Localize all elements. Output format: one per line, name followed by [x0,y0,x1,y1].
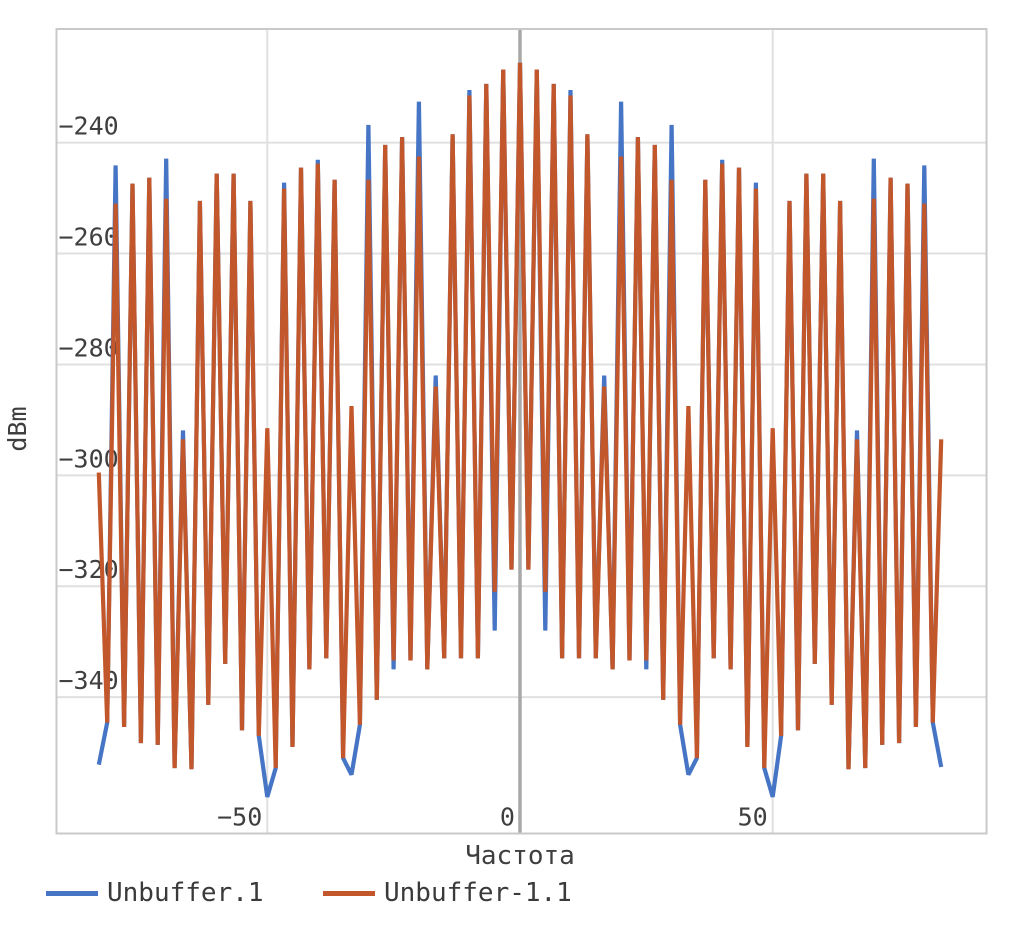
x-axis-title: Частота [465,841,575,871]
legend-swatch-orange-line [323,890,375,896]
legend: Unbuffer.1 Unbuffer-1.1 [0,878,1013,910]
y-tick-label: −260 [59,223,119,252]
x-tick-label: 50 [738,803,768,832]
y-tick-label: −280 [59,333,119,362]
legend-swatch-blue-line [46,890,98,896]
x-tick-label: 0 [500,803,515,832]
legend-item-unbuffer-1: Unbuffer.1 [46,878,264,908]
y-axis-title: dBm [3,406,32,452]
legend-label: Unbuffer-1.1 [384,878,572,908]
x-tick-label: −50 [217,803,262,832]
legend-item-unbuffer-1-1: Unbuffer-1.1 [323,878,572,908]
series-trace-1 [96,62,944,770]
legend-label: Unbuffer.1 [107,878,264,908]
plot-border [55,28,988,835]
y-tick-label: −240 [59,112,119,141]
y-tick-label: −300 [59,444,119,473]
